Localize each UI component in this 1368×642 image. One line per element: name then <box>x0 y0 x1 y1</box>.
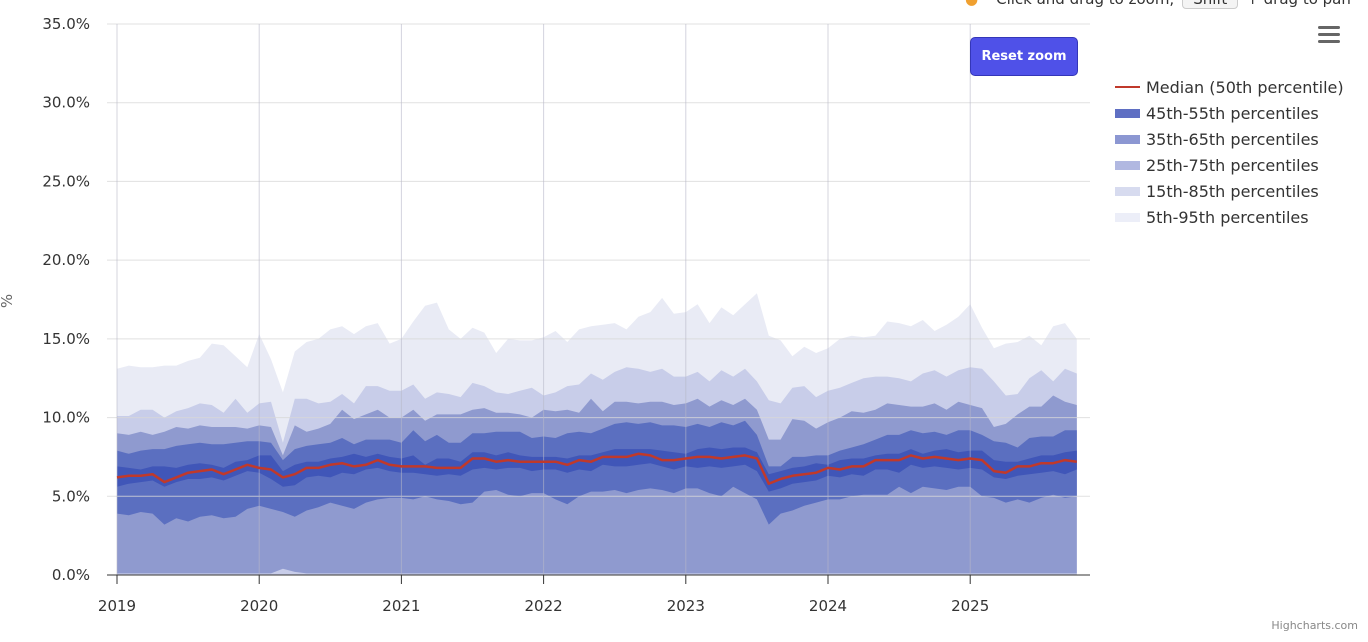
x-tick-label: 2020 <box>240 597 278 615</box>
x-tick-label: 2024 <box>809 597 847 615</box>
gridlines <box>107 23 1090 575</box>
legend-label: 35th-65th percentiles <box>1146 129 1319 149</box>
legend-item[interactable]: 45th-55th percentiles <box>1115 100 1344 126</box>
y-tick-label: 35.0% <box>42 15 90 33</box>
y-tick-label: 15.0% <box>42 330 90 348</box>
legend-band-symbol <box>1115 160 1140 170</box>
y-tick-label: 5.0% <box>52 487 90 505</box>
legend: Median (50th percentile) 45th-55th percen… <box>1115 74 1344 230</box>
x-tick-label: 2019 <box>98 597 136 615</box>
shift-key-badge: Shift <box>1182 0 1239 9</box>
highcharts-credit-link[interactable]: Highcharts.com <box>1271 619 1358 632</box>
x-tick-label: 2025 <box>951 597 989 615</box>
info-dot-icon: ● <box>965 0 978 8</box>
y-tick-label: 25.0% <box>42 172 90 190</box>
legend-label: Median (50th percentile) <box>1146 77 1344 97</box>
legend-item[interactable]: 35th-65th percentiles <box>1115 126 1344 152</box>
legend-label: 25th-75th percentiles <box>1146 155 1319 175</box>
legend-band-symbol <box>1115 186 1140 196</box>
hint-text: Click and drag to zoom, <box>996 0 1174 8</box>
legend-label: 45th-55th percentiles <box>1146 103 1319 123</box>
y-tick-label: 0.0% <box>52 566 90 584</box>
legend-band-symbol <box>1115 108 1140 118</box>
band-35-65 <box>117 420 1077 525</box>
legend-label: 15th-85th percentiles <box>1146 181 1319 201</box>
band-45-55 <box>117 447 1077 492</box>
hamburger-menu-icon[interactable] <box>1318 26 1340 44</box>
median-series <box>116 452 1077 485</box>
legend-line-symbol <box>1115 86 1140 88</box>
x-tick-label: 2021 <box>382 597 420 615</box>
legend-item[interactable]: Median (50th percentile) <box>1115 74 1344 100</box>
median-line <box>116 452 1077 485</box>
legend-item[interactable]: 15th-85th percentiles <box>1115 178 1344 204</box>
x-tick-label: 2023 <box>667 597 705 615</box>
y-tick-label: 30.0% <box>42 94 90 112</box>
legend-label: 5th-95th percentiles <box>1146 207 1309 227</box>
percentile-bands <box>117 293 1077 575</box>
legend-band-symbol <box>1115 134 1140 144</box>
y-axis-title: % <box>0 294 16 308</box>
reset-zoom-button[interactable]: Reset zoom <box>970 37 1078 76</box>
x-tick-label: 2022 <box>525 597 563 615</box>
axes: 0.0% 5.0% 10.0% 15.0% 20.0% 25.0% 30.0% 35.0% 20… <box>42 15 1090 615</box>
zoom-hint: ● Click and drag to zoom, Shift + drag to p… <box>965 0 1351 9</box>
legend-item[interactable]: 5th-95th percentiles <box>1115 204 1344 230</box>
hint-text-after: + drag to pan <box>1246 0 1351 8</box>
legend-item[interactable]: 25th-75th percentiles <box>1115 152 1344 178</box>
y-tick-label: 20.0% <box>42 251 90 269</box>
legend-band-symbol <box>1115 212 1140 222</box>
y-tick-label: 10.0% <box>42 409 90 427</box>
